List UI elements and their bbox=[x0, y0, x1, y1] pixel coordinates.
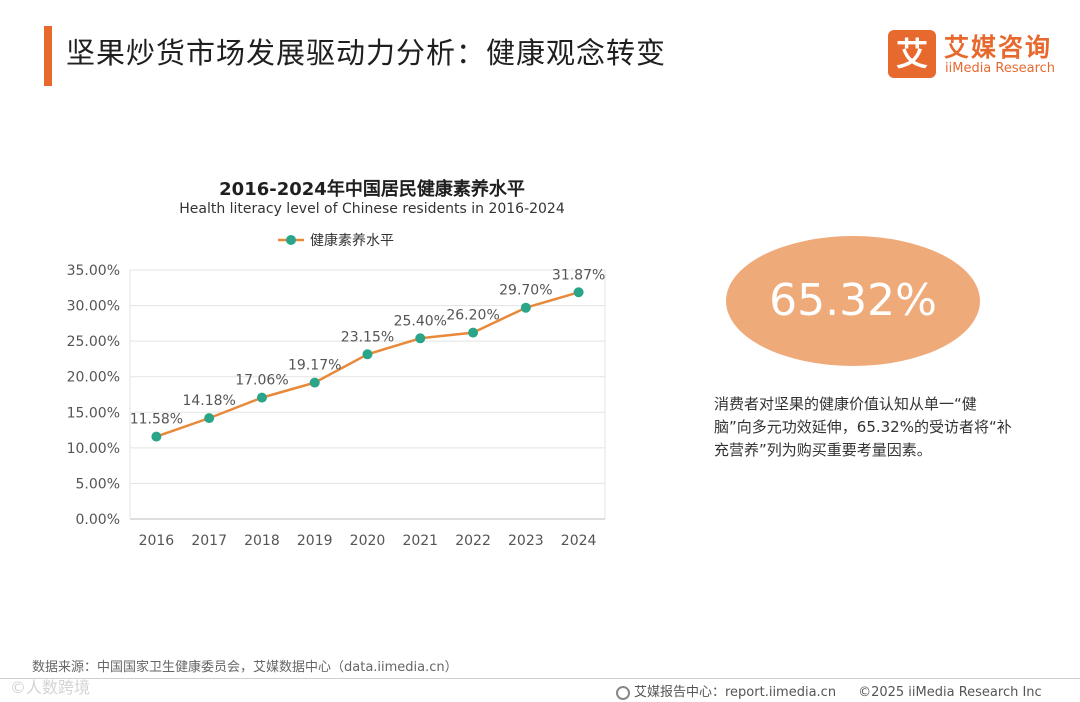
globe-icon bbox=[616, 686, 630, 700]
watermark: ©人数跨境 bbox=[10, 678, 91, 697]
data-label: 26.20% bbox=[446, 308, 499, 324]
data-label: 14.18% bbox=[182, 393, 235, 409]
x-tick-label: 2022 bbox=[455, 533, 491, 549]
y-tick-label: 35.00% bbox=[67, 263, 120, 279]
y-tick-label: 10.00% bbox=[67, 441, 120, 457]
y-tick-label: 20.00% bbox=[67, 370, 120, 386]
x-tick-label: 2019 bbox=[297, 533, 333, 549]
logo-name-en: iiMedia Research bbox=[945, 61, 1056, 76]
title-accent-bar bbox=[44, 26, 52, 86]
y-tick-label: 0.00% bbox=[76, 512, 120, 528]
data-point bbox=[204, 413, 215, 424]
data-source: 数据来源：中国国家卫生健康委员会，艾媒数据中心（data.iimedia.cn） bbox=[32, 660, 458, 675]
data-label: 25.40% bbox=[394, 313, 447, 329]
iimedia-logo: 艾 艾媒咨询 iiMedia Research bbox=[888, 30, 1068, 82]
data-point bbox=[309, 377, 320, 388]
x-tick-label: 2021 bbox=[402, 533, 438, 549]
data-point bbox=[415, 333, 426, 344]
data-point bbox=[256, 392, 267, 403]
insight-text: 消费者对坚果的健康价值认知从单一“健脑”向多元功效延伸，65.32%的受访者将“… bbox=[714, 395, 1012, 459]
x-tick-label: 2024 bbox=[561, 533, 597, 549]
footer-report-center: 艾媒报告中心：report.iimedia.cn bbox=[634, 685, 837, 700]
logo-name-cn: 艾媒咨询 bbox=[944, 33, 1053, 62]
y-tick-label: 5.00% bbox=[76, 476, 120, 492]
data-point bbox=[151, 431, 162, 442]
x-tick-label: 2020 bbox=[350, 533, 386, 549]
x-tick-label: 2018 bbox=[244, 533, 280, 549]
chart-title: 2016-2024年中国居民健康素养水平 bbox=[219, 179, 525, 200]
page-title: 坚果炒货市场发展驱动力分析：健康观念转变 bbox=[66, 36, 667, 70]
x-tick-label: 2017 bbox=[191, 533, 227, 549]
footer: 艾媒报告中心：report.iimedia.cn ©2025 iiMedia Re… bbox=[616, 681, 1042, 700]
logo-mark: 艾 bbox=[888, 30, 936, 78]
data-point bbox=[573, 287, 584, 298]
series-line bbox=[155, 291, 579, 438]
highlight-value: 65.32% bbox=[769, 275, 937, 326]
data-label: 29.70% bbox=[499, 283, 552, 299]
footer-divider bbox=[0, 678, 1080, 679]
data-label: 19.17% bbox=[288, 358, 341, 374]
legend-marker bbox=[286, 235, 296, 245]
data-point bbox=[362, 349, 373, 360]
data-point bbox=[468, 327, 479, 338]
data-label: 11.58% bbox=[130, 412, 183, 428]
legend-label: 健康素养水平 bbox=[310, 232, 394, 249]
chart-subtitle: Health literacy level of Chinese residen… bbox=[179, 201, 565, 217]
footer-copyright: ©2025 iiMedia Research Inc bbox=[858, 685, 1042, 700]
data-label: 17.06% bbox=[235, 373, 288, 389]
x-tick-label: 2016 bbox=[139, 533, 175, 549]
data-label: 31.87% bbox=[552, 267, 605, 283]
highlight-ellipse: 65.32% bbox=[726, 236, 980, 366]
y-tick-label: 30.00% bbox=[67, 299, 120, 315]
x-tick-label: 2023 bbox=[508, 533, 544, 549]
y-tick-label: 25.00% bbox=[67, 334, 120, 350]
y-tick-label: 15.00% bbox=[67, 405, 120, 421]
data-point bbox=[520, 302, 531, 313]
data-label: 23.15% bbox=[341, 329, 394, 345]
